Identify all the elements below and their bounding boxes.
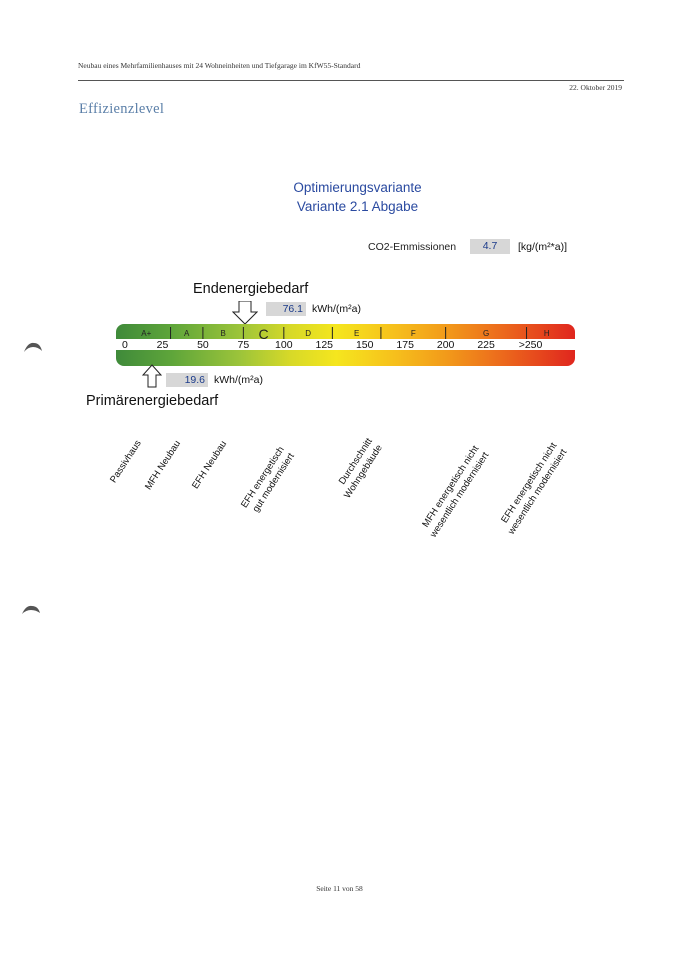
energy-class-label: E [354,329,359,338]
scale-tick-label: 25 [157,339,169,351]
page-number: Seite 11 von 58 [316,884,363,893]
reference-label-line: EFH Neubau [190,438,230,491]
energy-scale: A+ A B C D E F G H 0 25 50 75 100 125 150 175 200 225 >250 [116,324,575,366]
scale-tick-label: 175 [396,339,414,351]
endenergie-value: 76.1 [266,302,306,316]
co2-unit: [kg/(m²*a)] [518,241,568,253]
reference-label: MFH energetisch nicht wesentlich modernis… [418,444,492,540]
primaerenergie-unit: kWh/(m²a) [214,374,263,386]
variant-title: Optimierungsvariante [293,180,422,195]
variant-subtitle: Variante 2.1 Abgabe [296,199,419,214]
co2-value: 4.7 [470,239,510,254]
endenergie-unit: kWh/(m²a) [312,303,361,315]
reference-label: EFH energetisch gut modernisiert [239,445,298,517]
scale-tick-label: 200 [437,339,455,351]
energy-class-label: A+ [141,329,151,338]
co2-label: CO2-Emmissionen [368,241,457,253]
energy-class-label: A [184,329,190,338]
reference-label-line: Passivhaus [108,438,144,485]
scale-tick-label: 125 [316,339,334,351]
reference-label: Durchschnitt Wohngebäude [332,436,386,501]
endenergie-label: Endenergiebedarf [193,281,309,297]
primaerenergie-arrow-icon [142,364,162,388]
reference-label: MFH Neubau [143,439,184,493]
scale-tick-label: 0 [122,339,128,351]
reference-label: Passivhaus [108,438,145,485]
scale-tick-label: 75 [238,339,250,351]
energy-class-label: C [259,326,269,342]
scale-tick-label: >250 [519,339,543,351]
endenergie-arrow-icon [232,301,258,325]
section-title: Effizienzlevel [79,101,165,117]
header-divider [78,80,624,81]
reference-label: EFH Neubau [190,439,230,492]
scale-tick-band [116,339,575,350]
document-date: 22. Oktober 2019 [569,83,622,92]
reference-label-line: MFH Neubau [143,438,183,492]
primaerenergie-value: 19.6 [166,373,208,387]
scan-mark-icon [22,605,40,614]
scan-mark-icon [24,342,42,352]
energy-class-label: F [411,329,416,338]
reference-label: EFH energetisch nicht wesentlich modernis… [496,441,570,537]
primaerenergie-label: Primärenergiebedarf [86,393,219,409]
energy-class-label: H [544,329,550,338]
scale-tick-label: 150 [356,339,374,351]
scale-tick-label: 100 [275,339,293,351]
energy-class-label: B [220,329,225,338]
scale-tick-label: 225 [477,339,495,351]
document-header-title: Neubau eines Mehrfamilienhauses mit 24 W… [78,61,361,70]
scale-tick-label: 50 [197,339,209,351]
energy-class-label: D [305,329,311,338]
energy-class-label: G [483,329,489,338]
